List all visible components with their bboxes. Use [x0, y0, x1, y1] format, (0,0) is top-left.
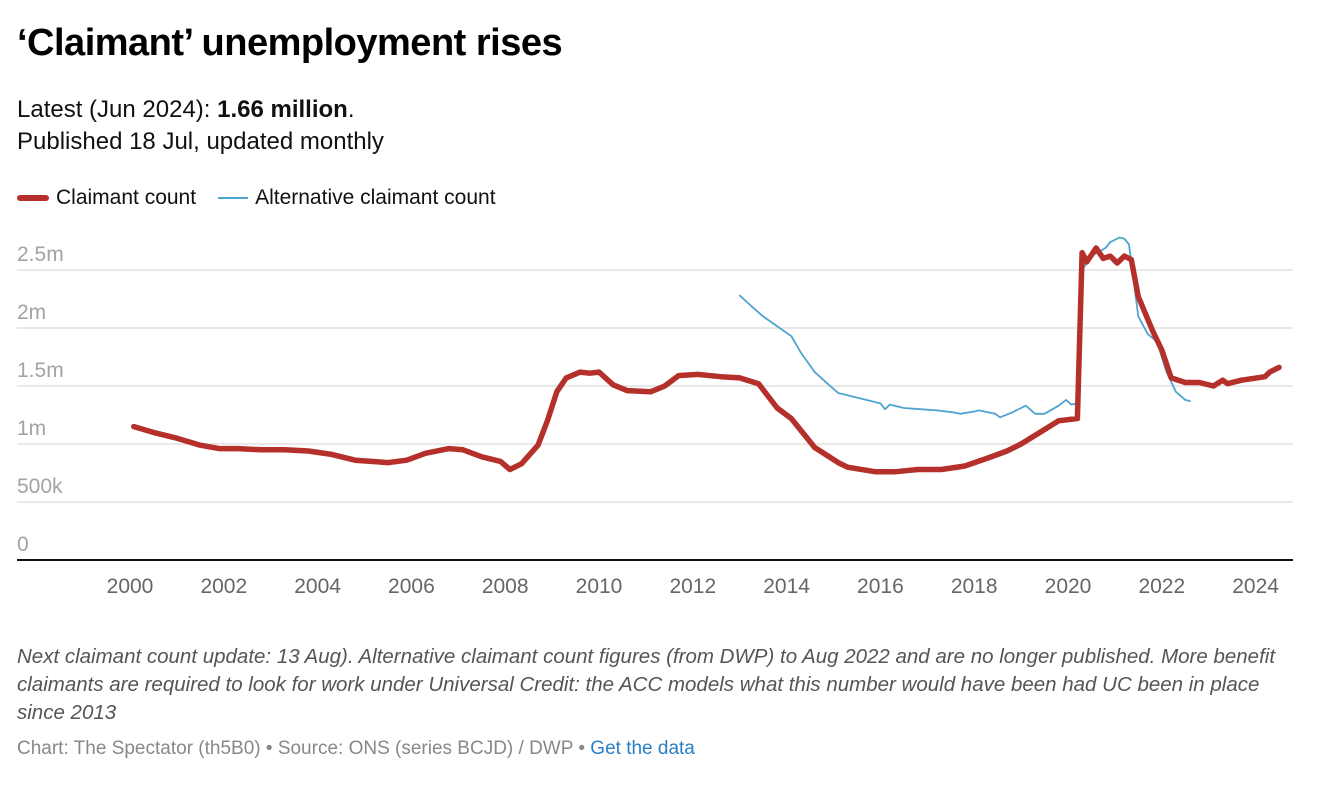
latest-prefix: Latest (Jun 2024): [17, 96, 218, 123]
legend-item-alternative: Alternative claimant count [218, 186, 496, 210]
source-text: Chart: The Spectator (th5B0) • Source: O… [17, 738, 591, 759]
x-tick-label: 2016 [857, 575, 904, 598]
y-tick-label: 1m [17, 417, 46, 440]
chart-title: ‘Claimant’ unemployment rises [17, 22, 563, 64]
x-tick-label: 2000 [107, 575, 154, 598]
legend-label-claimant: Claimant count [56, 186, 197, 209]
series-lines [131, 236, 1282, 475]
alternative-claimant-count-line [738, 236, 1191, 419]
x-tick-label: 2022 [1138, 575, 1185, 598]
y-tick-label: 2.5m [17, 243, 64, 266]
x-tick-label: 2012 [669, 575, 716, 598]
x-tick-label: 2010 [576, 575, 623, 598]
published-line: Published 18 Jul, updated monthly [17, 128, 384, 155]
y-tick-label: 0 [17, 533, 29, 556]
x-tick-label: 2020 [1045, 575, 1092, 598]
chart-source: Chart: The Spectator (th5B0) • Source: O… [17, 738, 695, 760]
x-tick-label: 2008 [482, 575, 529, 598]
legend-swatch-alternative [218, 197, 249, 199]
y-tick-label: 2m [17, 301, 46, 324]
claimant-count-line [131, 245, 1282, 475]
y-tick-label: 500k [17, 475, 63, 498]
x-tick-label: 2024 [1232, 575, 1279, 598]
get-the-data-link[interactable]: Get the data [590, 738, 695, 759]
x-tick-label: 2004 [294, 575, 341, 598]
legend-label-alternative: Alternative claimant count [255, 186, 496, 209]
x-tick-label: 2018 [951, 575, 998, 598]
latest-line: Latest (Jun 2024): 1.66 million. [17, 94, 384, 126]
y-tick-label: 1.5m [17, 359, 64, 382]
x-tick-label: 2014 [763, 575, 810, 598]
latest-suffix: . [347, 96, 355, 123]
y-axis-ticks: 0 500k 1m 1.5m 2m 2.5m [17, 243, 64, 556]
legend-item-claimant: Claimant count [17, 186, 196, 210]
x-axis-ticks: 2000 2002 2004 2006 2008 2010 2012 2014 2016 2018… [107, 575, 1280, 598]
x-tick-label: 2002 [200, 575, 247, 598]
legend-swatch-claimant [17, 195, 49, 201]
gridlines [17, 269, 1293, 561]
chart-legend: Claimant count Alternative claimant coun… [17, 186, 518, 210]
chart-notes: Next claimant count update: 13 Aug). Alt… [17, 645, 1276, 724]
x-tick-label: 2006 [388, 575, 435, 598]
latest-value: 1.66 million [217, 96, 348, 123]
chart-subtitle: Latest (Jun 2024): 1.66 million. Publish… [17, 94, 384, 158]
